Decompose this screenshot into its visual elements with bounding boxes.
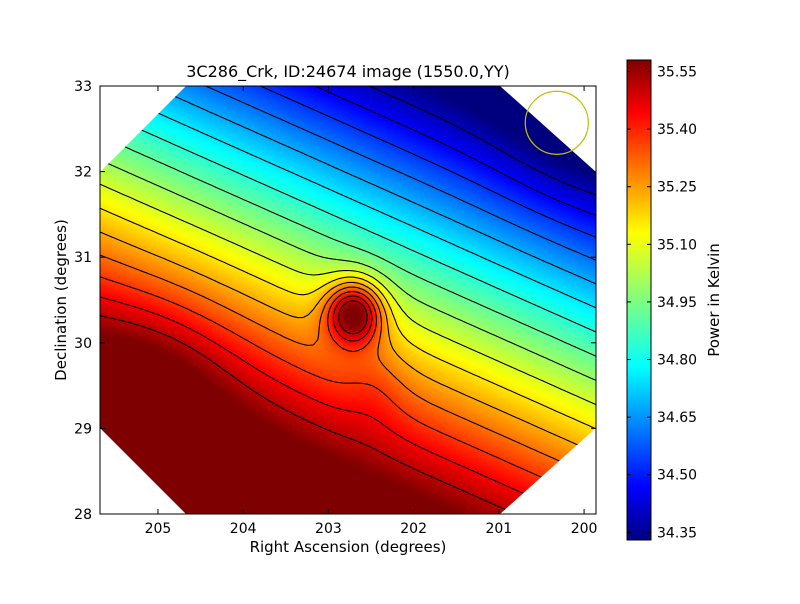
colorbar-tick-label: 34.65: [657, 410, 697, 426]
x-axis-ticks: 205 204 203 202 201 200: [145, 86, 598, 537]
colorbar-tick-label: 34.50: [657, 468, 697, 484]
colorbar-ticks: 35.55 35.40 35.25 35.10 34.95 34.80 34.65 34.50…: [627, 65, 697, 541]
contour-line: [260, 86, 596, 238]
contour-line: [100, 207, 596, 430]
y-tick-label: 33: [74, 79, 92, 95]
colorbar-tick-label: 35.55: [657, 65, 697, 81]
y-axis-label: Declination (degrees): [52, 219, 70, 381]
contour-line: [314, 86, 596, 217]
contour-lines: [100, 86, 596, 514]
y-tick-label: 32: [74, 165, 92, 181]
x-tick-label: 200: [571, 521, 598, 537]
y-tick-label: 29: [74, 421, 92, 437]
beam-circle: [524, 90, 589, 155]
x-tick-label: 201: [485, 521, 512, 537]
contour-line: [369, 86, 596, 196]
contour-line: [100, 300, 516, 514]
x-axis-label: Right Ascension (degrees): [250, 538, 447, 556]
contour-line: [100, 183, 596, 406]
y-tick-label: 30: [74, 336, 92, 352]
contour-line: [100, 295, 571, 514]
contour-line: [205, 86, 596, 261]
colorbar-tick-label: 35.25: [657, 180, 697, 196]
heatmap-image: [100, 86, 596, 514]
x-tick-label: 205: [145, 521, 172, 537]
y-tick-label: 31: [74, 250, 92, 266]
plot-frame: [99, 85, 597, 515]
colorbar-label: Power in Kelvin: [705, 243, 723, 357]
y-axis-ticks: 28 29 30 31 32 33: [74, 79, 596, 523]
colorbar-tick-label: 34.95: [657, 295, 697, 311]
x-tick-label: 203: [315, 521, 342, 537]
colorbar-gradient: [626, 59, 652, 541]
x-tick-label: 204: [230, 521, 257, 537]
contour-line: [100, 231, 596, 454]
plot-area: 205 204 203 202 201 200 28 29 30 31 32 33: [74, 79, 597, 537]
colorbar-tick-label: 35.10: [657, 237, 697, 253]
contour-line: [100, 276, 596, 502]
chart-title: 3C286_Crk, ID:24674 image (1550.0,YY): [186, 62, 510, 82]
y-tick-label: 28: [74, 507, 92, 523]
colorbar: 35.55 35.40 35.25 35.10 34.95 34.80 34.65 34.50…: [626, 59, 723, 541]
x-tick-label: 202: [400, 521, 427, 537]
colorbar-tick-label: 34.80: [657, 353, 697, 369]
colorbar-tick-label: 34.35: [657, 525, 697, 541]
colorbar-tick-label: 35.40: [657, 122, 697, 138]
